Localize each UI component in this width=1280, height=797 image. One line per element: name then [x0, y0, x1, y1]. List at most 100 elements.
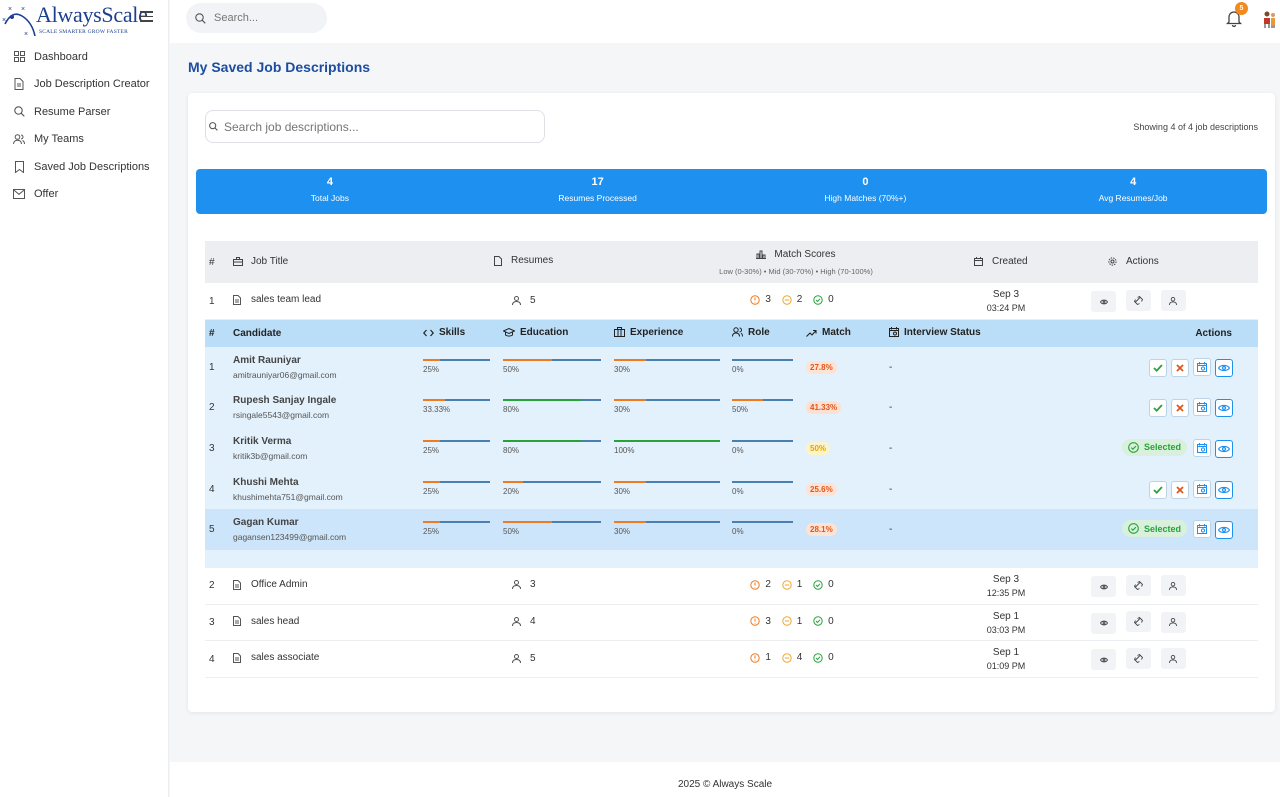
candidate-name[interactable]: Gagan Kumar — [233, 517, 299, 529]
candidate-name[interactable]: Kritik Verma — [233, 435, 292, 447]
job-search[interactable] — [205, 110, 545, 143]
job-row[interactable]: 1 sales team lead 5 3 2 0 Sep 3 03:24 PM — [205, 283, 1258, 320]
candidate-name[interactable]: Rupesh Sanjay Ingale — [233, 395, 337, 407]
score-percent: 50% — [503, 527, 520, 537]
score-bar — [423, 399, 490, 402]
job-row[interactable]: 3 sales head 4 3 1 0 Sep 1 03:03 PM — [205, 604, 1258, 642]
calendar-icon — [974, 256, 983, 266]
sidebar-item-saved-job-descriptions[interactable]: Saved Job Descriptions — [0, 153, 169, 181]
svg-text:×: × — [24, 31, 28, 36]
col-created[interactable]: Created — [941, 241, 1091, 283]
brand-logo[interactable]: × × × × AlwaysScale SCALE SMARTER GROW F… — [0, 0, 169, 40]
view-job-button[interactable] — [1091, 612, 1116, 634]
candidate-num: 5 — [205, 509, 233, 550]
candidate-row[interactable]: 5 Gagan Kumar gagansen123499@gmail.com 25% 5… — [205, 509, 1258, 550]
avatar[interactable] — [1262, 10, 1278, 28]
candidate-row[interactable]: 3 Kritik Verma kritik3b@gmail.com 25% 80% 100… — [205, 428, 1258, 469]
candidates-button[interactable] — [1160, 575, 1186, 597]
col-resumes[interactable]: Resumes — [461, 241, 651, 283]
schedule-interview-button[interactable] — [1193, 520, 1211, 539]
view-job-button[interactable] — [1091, 576, 1116, 598]
col-label: Created — [992, 255, 1028, 267]
gear-icon — [1108, 256, 1117, 266]
candidate-row[interactable]: 1 Amit Rauniyar amitrauniyar06@gmail.com 25… — [205, 347, 1258, 388]
candidate-match: 28.1% — [806, 509, 889, 550]
candidates-button[interactable] — [1160, 611, 1186, 633]
schedule-interview-button[interactable] — [1193, 398, 1211, 417]
hamburger-menu-icon[interactable] — [140, 11, 153, 22]
grid-icon — [13, 51, 25, 63]
score-percent: 80% — [503, 445, 520, 455]
accept-button[interactable] — [1149, 399, 1167, 418]
view-job-button[interactable] — [1091, 291, 1116, 313]
candidate-actions: Selected — [1074, 428, 1258, 469]
job-row[interactable]: 4 sales associate 5 1 4 0 Sep 1 01:09 PM — [205, 640, 1258, 678]
edit-job-button[interactable] — [1125, 611, 1151, 633]
view-job-button[interactable] — [1091, 649, 1116, 671]
sidebar-item-dashboard[interactable]: Dashboard — [0, 43, 169, 71]
candidates-button[interactable] — [1160, 290, 1186, 312]
sidebar-item-job-description-creator[interactable]: Job Description Creator — [0, 71, 169, 99]
sidebar-item-my-teams[interactable]: My Teams — [0, 126, 169, 154]
candidates-button[interactable] — [1160, 648, 1186, 670]
accept-button[interactable] — [1149, 480, 1167, 499]
global-search-input[interactable] — [214, 12, 314, 24]
job-title-cell[interactable]: Office Admin — [233, 567, 461, 605]
candidate-row[interactable]: 2 Rupesh Sanjay Ingale rsingale5543@gmail.… — [205, 387, 1258, 429]
view-candidate-button[interactable] — [1215, 480, 1233, 499]
sidebar-item-resume-parser[interactable]: Resume Parser — [0, 98, 169, 126]
svg-text:×: × — [8, 6, 12, 13]
mid-count: 2 — [796, 294, 803, 306]
col-job-title[interactable]: Job Title — [233, 241, 461, 283]
check-icon — [1153, 404, 1163, 413]
high-score: 0 — [813, 652, 834, 663]
sidebar-item-offer[interactable]: Offer — [0, 181, 169, 209]
reject-button[interactable] — [1171, 399, 1189, 418]
mid-score: 2 — [782, 294, 803, 306]
topbar: 5 — [170, 0, 1280, 43]
job-scores-cell: 2 1 0 — [651, 567, 941, 605]
job-title-cell[interactable]: sales head — [233, 604, 461, 642]
created-time: 12:35 PM — [986, 587, 1026, 598]
candidate-name[interactable]: Khushi Mehta — [233, 476, 299, 488]
col-match-scores[interactable]: Match Scores Low (0-30%) • Mid (30-70%) … — [651, 241, 941, 283]
view-candidate-button[interactable] — [1215, 358, 1233, 377]
candidate-match: 27.8% — [806, 347, 889, 388]
view-candidate-button[interactable] — [1215, 439, 1233, 458]
document-icon — [233, 616, 241, 627]
stat-value: 17 — [591, 176, 604, 188]
job-title-cell[interactable]: sales team lead — [233, 283, 461, 320]
code-icon — [423, 329, 434, 337]
score-percent: 25% — [423, 445, 440, 455]
schedule-interview-button[interactable] — [1193, 357, 1211, 376]
reject-button[interactable] — [1171, 358, 1189, 377]
score-bar — [614, 521, 720, 524]
edit-job-button[interactable] — [1125, 289, 1151, 311]
candidate-row[interactable]: 4 Khushi Mehta khushimehta751@gmail.com 25%… — [205, 468, 1258, 510]
document-icon — [233, 294, 241, 305]
candidate-name[interactable]: Amit Rauniyar — [233, 354, 301, 366]
candidate-experience: 30% — [614, 468, 732, 510]
brand-tagline: SCALE SMARTER GROW FASTER — [39, 29, 128, 35]
job-num: 4 — [205, 640, 233, 678]
score-percent: 50% — [503, 364, 520, 374]
col-label: Resumes — [511, 255, 554, 267]
accept-button[interactable] — [1149, 358, 1167, 377]
edit-job-button[interactable] — [1125, 574, 1151, 596]
view-candidate-button[interactable] — [1215, 399, 1233, 418]
job-title-cell[interactable]: sales associate — [233, 640, 461, 678]
job-row[interactable]: 2 Office Admin 3 2 1 0 Sep 3 12:35 PM — [205, 567, 1258, 605]
job-search-input[interactable] — [224, 119, 524, 134]
reject-button[interactable] — [1171, 480, 1189, 499]
view-candidate-button[interactable] — [1215, 521, 1233, 540]
edit-job-button[interactable] — [1125, 647, 1151, 669]
mid-count: 1 — [796, 579, 803, 591]
high-count: 0 — [828, 615, 834, 627]
schedule-interview-button[interactable] — [1193, 479, 1211, 498]
col-label: Job Title — [251, 255, 289, 267]
schedule-interview-button[interactable] — [1193, 438, 1211, 457]
resume-count: 4 — [530, 616, 536, 628]
global-search[interactable] — [186, 3, 327, 33]
cand-col-role: Role — [732, 320, 806, 347]
score-percent: 25% — [423, 364, 440, 374]
